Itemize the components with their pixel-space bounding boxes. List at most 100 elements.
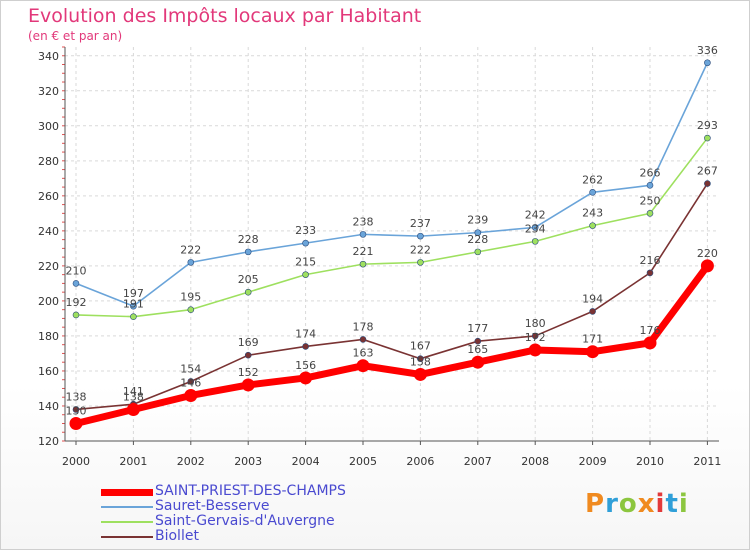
data-label: 191 <box>123 298 144 311</box>
data-label: 262 <box>582 173 603 186</box>
x-tick-label: 2006 <box>406 455 434 468</box>
y-tick-label: 340 <box>38 50 59 63</box>
data-label: 238 <box>353 215 374 228</box>
data-label: 192 <box>66 296 87 309</box>
data-label: 169 <box>238 336 259 349</box>
data-point <box>646 182 654 189</box>
data-point <box>241 378 255 392</box>
data-label: 156 <box>295 359 316 372</box>
logo-letter: i <box>655 489 666 519</box>
data-label: 222 <box>180 243 201 256</box>
data-label: 152 <box>238 366 259 379</box>
x-tick-label: 2011 <box>693 455 721 468</box>
chart-title: Evolution des Impôts locaux par Habitant <box>28 5 422 27</box>
data-label: 234 <box>525 222 546 235</box>
data-label: 172 <box>525 331 546 344</box>
data-label: 215 <box>295 256 316 269</box>
x-tick-label: 2001 <box>119 455 147 468</box>
legend-swatch <box>101 506 153 508</box>
data-label: 250 <box>640 194 661 207</box>
data-label: 195 <box>180 291 201 304</box>
data-point <box>244 248 252 256</box>
y-tick-label: 160 <box>38 365 59 378</box>
data-point <box>704 134 711 142</box>
data-point <box>528 343 542 357</box>
logo-letter: i <box>678 489 689 519</box>
data-point <box>589 189 596 196</box>
data-label: 176 <box>640 324 661 337</box>
legend-label: Sauret-Besserve <box>155 498 270 514</box>
data-label: 163 <box>353 347 374 360</box>
data-point <box>646 210 654 217</box>
data-label: 194 <box>582 292 603 305</box>
data-point <box>72 280 80 287</box>
x-tick-label: 2010 <box>636 455 664 468</box>
data-point <box>704 59 711 67</box>
data-point <box>302 271 309 278</box>
data-label: 293 <box>697 119 718 132</box>
line-chart: 120 140 160 180 200 220 240 260 280 300 320 340 2000… <box>38 44 721 468</box>
y-tick-label: 320 <box>38 85 59 98</box>
data-label: 228 <box>467 233 488 246</box>
data-label: 178 <box>353 320 374 333</box>
legend-swatch <box>101 536 153 538</box>
data-point <box>69 416 83 430</box>
data-point <box>589 308 596 315</box>
data-point <box>130 302 137 310</box>
y-tick-label: 140 <box>38 400 59 413</box>
data-point <box>244 288 252 296</box>
data-label: 266 <box>640 166 661 179</box>
grid <box>65 47 719 442</box>
data-label: 130 <box>66 404 87 417</box>
data-label: 221 <box>353 245 374 258</box>
data-point <box>704 180 711 187</box>
data-label: 216 <box>640 254 661 267</box>
logo-letter: r <box>605 489 619 519</box>
data-point <box>474 248 482 256</box>
data-point <box>187 259 195 266</box>
data-point <box>126 402 140 416</box>
data-point <box>299 371 313 385</box>
x-tick-label: 2005 <box>349 455 377 468</box>
data-label: 239 <box>467 214 488 227</box>
x-tick-label: 2002 <box>177 455 205 468</box>
data-label: 222 <box>410 243 431 256</box>
data-point <box>359 336 367 343</box>
x-tick-label: 2000 <box>62 455 90 468</box>
data-label: 158 <box>410 355 431 368</box>
y-tick-label: 260 <box>38 190 59 203</box>
data-label: 220 <box>697 247 718 260</box>
series-2: 192 191 195 205 215 221 222 228 234 243 250 293 <box>66 119 718 320</box>
data-point <box>302 239 309 247</box>
data-label: 233 <box>295 224 316 237</box>
legend-label: SAINT-PRIEST-DES-CHAMPS <box>155 483 346 499</box>
data-label: 243 <box>582 207 603 220</box>
y-tick-label: 120 <box>38 435 59 448</box>
data-label: 237 <box>410 217 431 230</box>
y-tick-label: 300 <box>38 120 59 133</box>
chart-subtitle: (en € et par an) <box>28 29 123 43</box>
y-tick-label: 240 <box>38 225 59 238</box>
data-point <box>531 332 539 340</box>
data-point <box>643 336 657 350</box>
series-line <box>75 137 709 318</box>
data-label: 138 <box>66 390 87 403</box>
data-point <box>72 311 80 319</box>
data-label: 174 <box>295 327 316 340</box>
data-point <box>244 351 252 359</box>
data-label: 242 <box>525 208 546 221</box>
logo-letter: t <box>665 489 679 519</box>
data-point <box>302 343 309 350</box>
x-tick-label: 2004 <box>292 455 320 468</box>
y-tick-label: 220 <box>38 260 59 273</box>
data-label: 167 <box>410 340 431 353</box>
data-label: 165 <box>467 343 488 356</box>
data-point <box>474 229 482 236</box>
data-point <box>359 231 367 238</box>
logo-letter: P <box>585 489 606 519</box>
data-label: 210 <box>66 264 87 277</box>
x-tick-label: 2007 <box>464 455 492 468</box>
proxiti-logo: Proxiti <box>585 489 689 519</box>
data-point <box>72 406 80 413</box>
